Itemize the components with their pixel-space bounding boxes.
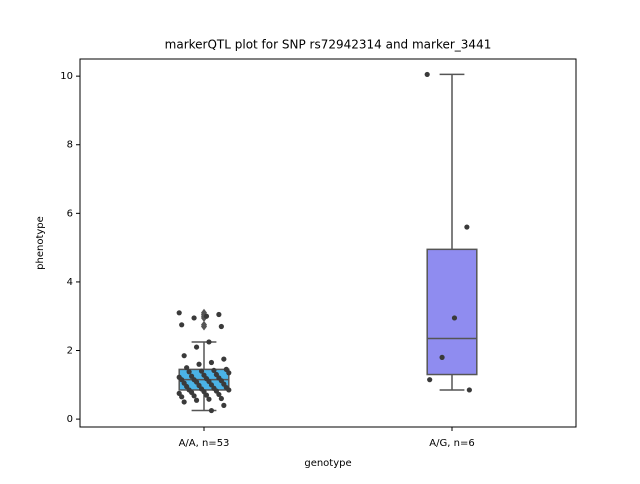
point <box>206 396 212 402</box>
point <box>179 322 185 328</box>
point <box>439 354 445 360</box>
y-tick-label: 0 <box>67 414 73 425</box>
point <box>193 397 200 403</box>
x-axis-label: genotype <box>304 458 351 469</box>
point <box>427 377 433 383</box>
point <box>203 313 210 319</box>
flier <box>201 322 207 331</box>
point <box>203 392 210 398</box>
point <box>464 224 470 230</box>
point <box>184 365 190 371</box>
point <box>196 361 202 367</box>
point <box>191 393 197 399</box>
point <box>451 315 458 321</box>
x-tick-label: A/G, n=6 <box>429 438 474 449</box>
point <box>424 71 430 78</box>
y-tick-label: 6 <box>67 208 73 219</box>
point <box>181 353 187 359</box>
point <box>221 402 227 408</box>
y-tick-label: 2 <box>67 346 73 357</box>
point <box>206 339 212 345</box>
point <box>198 368 205 374</box>
point <box>186 369 192 375</box>
chart-title: markerQTL plot for SNP rs72942314 and ma… <box>165 38 492 52</box>
point <box>191 315 197 321</box>
point <box>216 391 222 398</box>
box <box>426 248 478 376</box>
point <box>211 367 217 374</box>
y-tick-label: 10 <box>60 71 73 82</box>
point <box>208 407 215 414</box>
point <box>218 323 224 330</box>
y-axis-label: phenotype <box>35 216 46 270</box>
point <box>466 387 472 393</box>
point <box>226 387 232 393</box>
point <box>179 394 185 400</box>
plot-frame <box>79 58 577 428</box>
x-tick-label: A/A, n=53 <box>179 438 230 449</box>
point <box>226 370 232 376</box>
y-tick-label: 8 <box>67 140 73 151</box>
point <box>176 310 182 316</box>
y-tick-label: 4 <box>67 277 73 288</box>
point <box>181 399 187 405</box>
point <box>193 344 200 350</box>
point <box>208 359 215 366</box>
point <box>216 311 222 318</box>
point <box>218 395 224 402</box>
point <box>221 356 227 362</box>
